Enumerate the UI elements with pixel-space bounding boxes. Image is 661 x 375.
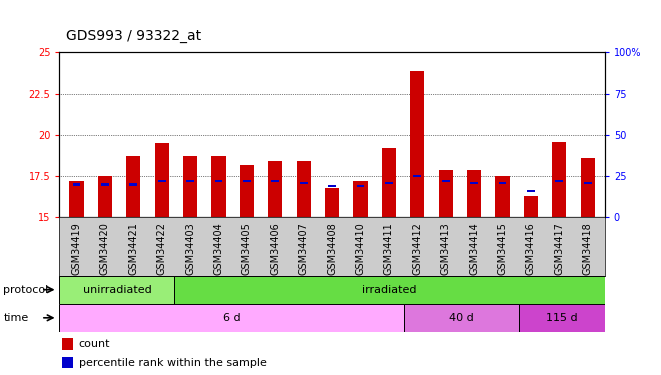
Bar [519, 304, 605, 332]
Text: GSM34422: GSM34422 [157, 222, 167, 275]
Bar [580, 158, 595, 218]
Bar [329, 185, 336, 187]
Text: GSM34416: GSM34416 [526, 222, 536, 275]
Bar [268, 161, 282, 218]
Bar [175, 276, 605, 304]
Bar [186, 180, 194, 182]
Bar [555, 180, 563, 182]
Text: percentile rank within the sample: percentile rank within the sample [79, 358, 266, 368]
Bar [212, 156, 225, 218]
Text: GSM34406: GSM34406 [270, 222, 280, 275]
Text: 6 d: 6 d [223, 313, 241, 323]
Bar [62, 357, 73, 368]
Text: unirradiated: unirradiated [83, 285, 151, 295]
Bar [439, 170, 453, 217]
Text: GSM34404: GSM34404 [214, 222, 223, 275]
Bar [130, 183, 137, 186]
Bar [496, 176, 510, 218]
Bar [382, 148, 396, 217]
Text: GSM34412: GSM34412 [412, 222, 422, 275]
Text: GSM34415: GSM34415 [498, 222, 508, 275]
Text: count: count [79, 339, 110, 349]
Text: GSM34410: GSM34410 [356, 222, 366, 275]
Text: time: time [3, 313, 28, 323]
Text: GSM34408: GSM34408 [327, 222, 337, 275]
Bar [470, 182, 478, 184]
Text: GSM34413: GSM34413 [441, 222, 451, 275]
Bar [527, 190, 535, 192]
Bar [62, 338, 73, 350]
Text: GSM34417: GSM34417 [555, 222, 564, 275]
Bar [325, 188, 339, 218]
Bar [467, 170, 481, 217]
Text: GSM34411: GSM34411 [384, 222, 394, 275]
Bar [59, 276, 175, 304]
Bar [98, 176, 112, 218]
Bar [357, 185, 364, 187]
Bar [553, 142, 566, 218]
Bar [300, 182, 307, 184]
Bar [413, 175, 421, 177]
Bar [59, 304, 404, 332]
Text: GSM34419: GSM34419 [71, 222, 81, 275]
Bar [498, 182, 506, 184]
Bar [272, 180, 279, 182]
Text: protocol: protocol [3, 285, 48, 295]
Text: 40 d: 40 d [449, 313, 474, 323]
Bar [126, 156, 140, 218]
Bar [155, 143, 169, 218]
Text: GSM34421: GSM34421 [128, 222, 138, 275]
Bar [101, 183, 109, 186]
Text: GSM34420: GSM34420 [100, 222, 110, 275]
Bar [183, 156, 197, 218]
Text: GSM34407: GSM34407 [299, 222, 309, 275]
Bar [215, 180, 223, 182]
Bar [73, 183, 81, 186]
Bar [584, 182, 592, 184]
Bar [69, 181, 84, 218]
Bar [524, 196, 538, 217]
Text: GDS993 / 93322_at: GDS993 / 93322_at [66, 29, 201, 43]
Bar [240, 165, 254, 218]
Text: GSM34405: GSM34405 [242, 222, 252, 275]
Bar [404, 304, 519, 332]
Text: GSM34414: GSM34414 [469, 222, 479, 275]
Bar [158, 180, 166, 182]
Text: irradiated: irradiated [362, 285, 417, 295]
Bar [354, 181, 368, 218]
Bar [243, 180, 251, 182]
Bar [442, 180, 449, 182]
Bar [410, 70, 424, 217]
Bar [297, 161, 311, 218]
Text: GSM34403: GSM34403 [185, 222, 195, 275]
Text: 115 d: 115 d [546, 313, 578, 323]
Text: GSM34418: GSM34418 [583, 222, 593, 275]
Bar [385, 182, 393, 184]
